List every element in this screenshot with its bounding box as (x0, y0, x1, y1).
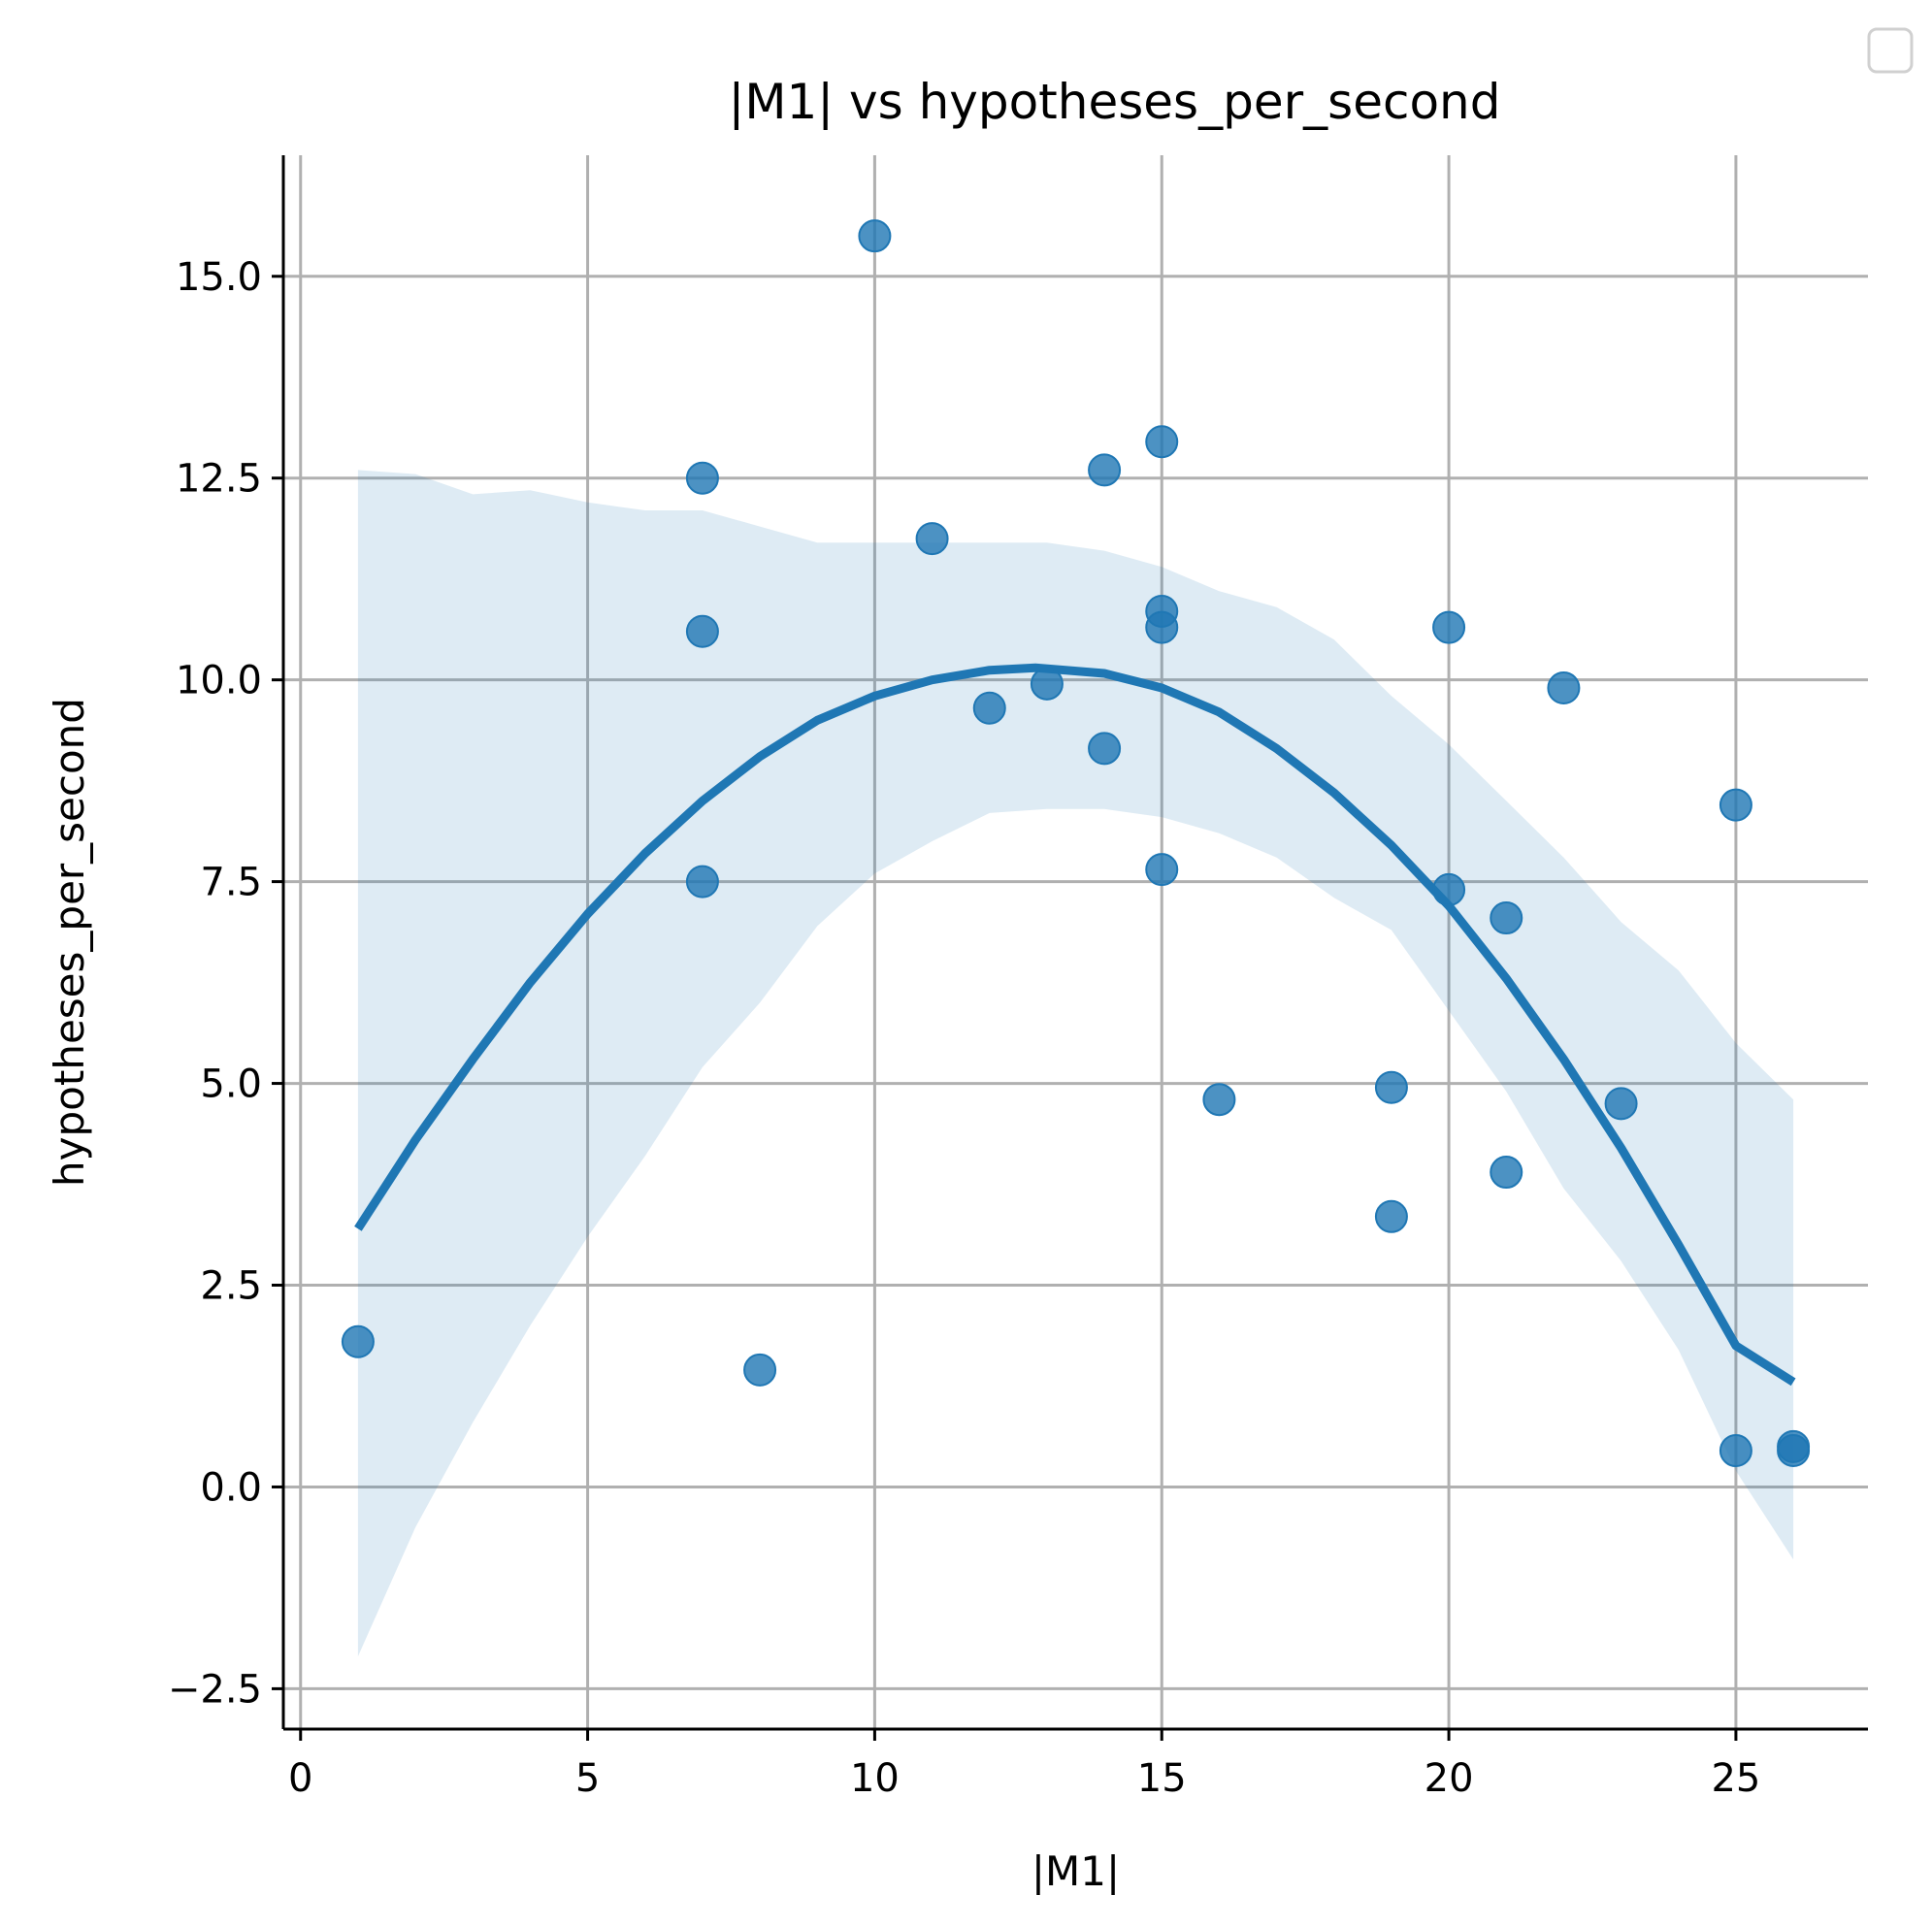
data-point (1490, 901, 1523, 935)
data-point (858, 219, 892, 253)
regression-fit-line (354, 663, 1796, 1387)
data-point (341, 1324, 375, 1358)
data-point (1719, 1434, 1752, 1468)
data-point (1145, 610, 1179, 644)
data-point (685, 865, 719, 899)
data-point (972, 691, 1006, 725)
data-point (1547, 670, 1581, 704)
data-point (1145, 425, 1179, 459)
data-point (1432, 872, 1466, 906)
data-point (1374, 1070, 1408, 1104)
confidence-band (357, 470, 1794, 1657)
y-tick-label: 12.5 (176, 457, 262, 502)
x-axis-label: |M1| (1031, 1847, 1120, 1895)
data-point (685, 614, 719, 648)
data-point (1604, 1087, 1638, 1121)
data-point (1374, 1199, 1408, 1233)
data-point (1145, 853, 1179, 887)
x-tick-label: 25 (1711, 1756, 1760, 1801)
data-point (1088, 453, 1122, 487)
x-tick-label: 10 (850, 1756, 900, 1801)
x-tick-label: 15 (1137, 1756, 1187, 1801)
data-point (1719, 788, 1752, 822)
data-point (1777, 1434, 1811, 1468)
y-tick-label: −2.5 (168, 1667, 262, 1712)
data-point (1202, 1083, 1236, 1117)
axes-spines (281, 155, 1868, 1731)
data-point (1030, 667, 1064, 701)
data-point (915, 522, 949, 556)
y-tick-label: 0.0 (200, 1465, 262, 1510)
data-point (1088, 732, 1122, 766)
data-point (685, 461, 719, 495)
chart-title: |M1| vs hypotheses_per_second (729, 74, 1501, 130)
x-tick-label: 5 (575, 1756, 600, 1801)
data-point (1432, 610, 1466, 644)
legend-box (1867, 27, 1914, 74)
data-point (743, 1353, 777, 1387)
y-tick-label: 7.5 (200, 861, 262, 905)
x-tick-label: 20 (1424, 1756, 1474, 1801)
grid (283, 155, 1868, 1729)
y-tick-label: 5.0 (200, 1062, 262, 1107)
y-axis-ticks: −2.5 0.0 2.5 5.0 7.5 10.0 12.5 15.0 (168, 255, 283, 1712)
data-points (341, 219, 1811, 1468)
y-tick-label: 2.5 (200, 1264, 262, 1309)
y-axis-label: hypotheses_per_second (46, 698, 93, 1187)
x-axis-ticks: 0 5 10 15 20 25 (288, 1729, 1760, 1801)
y-tick-label: 10.0 (176, 659, 262, 703)
data-point (1490, 1156, 1523, 1190)
y-tick-label: 15.0 (176, 255, 262, 300)
x-tick-label: 0 (288, 1756, 312, 1801)
